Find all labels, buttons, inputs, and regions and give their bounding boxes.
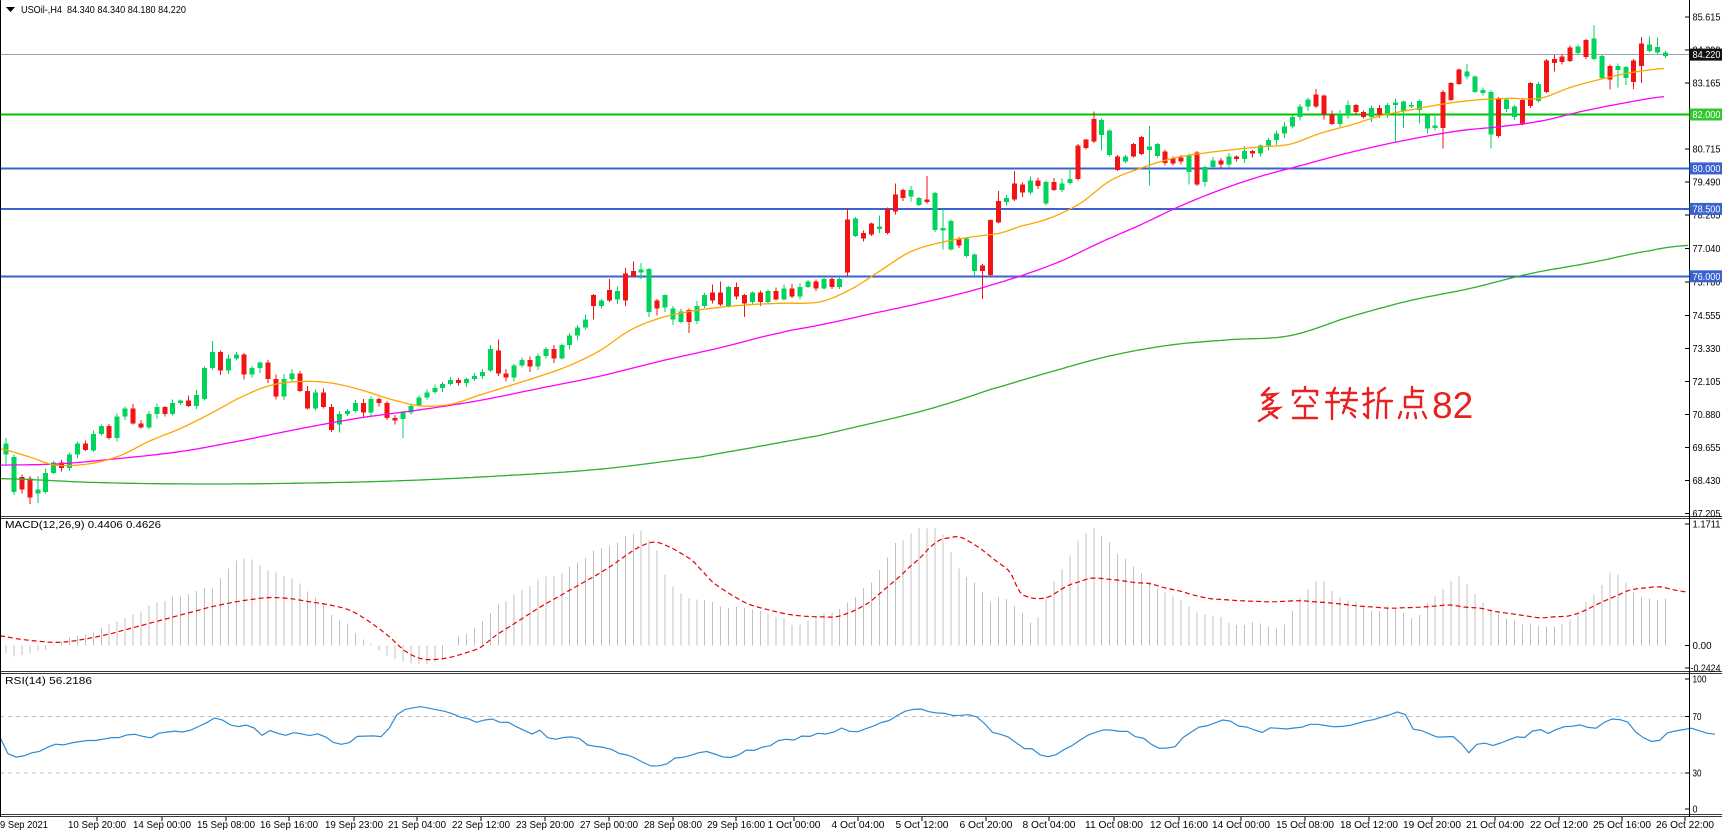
svg-text:30: 30 [1693,767,1702,779]
svg-text:84.220: 84.220 [1693,49,1721,61]
svg-text:26 Oct 22:00: 26 Oct 22:00 [1656,820,1714,831]
svg-text:21 Oct 04:00: 21 Oct 04:00 [1466,820,1524,831]
svg-text:25 Oct 16:00: 25 Oct 16:00 [1593,820,1651,831]
svg-text:9 Sep 2021: 9 Sep 2021 [0,820,48,831]
svg-text:8 Oct 04:00: 8 Oct 04:00 [1023,820,1076,831]
svg-text:5 Oct 12:00: 5 Oct 12:00 [896,820,949,831]
svg-text:0.00: 0.00 [1693,640,1712,652]
svg-text:77.040: 77.040 [1693,243,1721,255]
svg-text:14 Oct 00:00: 14 Oct 00:00 [1212,820,1270,831]
svg-text:72.105: 72.105 [1693,376,1721,388]
svg-text:80.000: 80.000 [1693,163,1721,175]
svg-text:4 Oct 04:00: 4 Oct 04:00 [832,820,885,831]
svg-text:82: 82 [1432,385,1473,426]
svg-text:1 Oct 00:00: 1 Oct 00:00 [768,820,821,831]
svg-text:79.490: 79.490 [1693,177,1721,189]
svg-text:68.430: 68.430 [1693,475,1721,487]
svg-text:74.555: 74.555 [1693,310,1721,322]
svg-text:16 Sep 16:00: 16 Sep 16:00 [260,820,318,831]
svg-text:MACD(12,26,9) 0.4406 0.4626: MACD(12,26,9) 0.4406 0.4626 [5,519,161,531]
svg-text:85.615: 85.615 [1693,12,1721,24]
svg-text:100: 100 [1693,674,1707,686]
svg-text:28 Sep 08:00: 28 Sep 08:00 [644,820,702,831]
svg-text:11 Oct 08:00: 11 Oct 08:00 [1085,820,1143,831]
svg-text:69.655: 69.655 [1693,442,1721,454]
svg-text:80.715: 80.715 [1693,144,1721,156]
svg-text:USOil-,H4 84.340 84.340 84.18: USOil-,H4 84.340 84.340 84.180 84.220 [21,4,186,16]
svg-text:21 Sep 04:00: 21 Sep 04:00 [388,820,446,831]
svg-text:70: 70 [1693,711,1702,723]
svg-text:RSI(14) 56.2186: RSI(14) 56.2186 [5,675,92,687]
svg-text:78.500: 78.500 [1693,203,1721,215]
svg-text:-0.2424: -0.2424 [1691,663,1721,675]
svg-text:19 Sep 23:00: 19 Sep 23:00 [325,820,383,831]
svg-text:70.880: 70.880 [1693,409,1721,421]
svg-text:83.165: 83.165 [1693,78,1721,90]
svg-text:12 Oct 16:00: 12 Oct 16:00 [1150,820,1208,831]
svg-text:23 Sep 20:00: 23 Sep 20:00 [516,820,574,831]
svg-text:15 Oct 08:00: 15 Oct 08:00 [1276,820,1334,831]
svg-text:19 Oct 20:00: 19 Oct 20:00 [1403,820,1461,831]
svg-text:76.000: 76.000 [1693,271,1721,283]
svg-text:18 Oct 12:00: 18 Oct 12:00 [1340,820,1398,831]
svg-text:1.1711: 1.1711 [1693,519,1721,531]
svg-text:82.000: 82.000 [1693,109,1721,121]
svg-text:27 Sep 00:00: 27 Sep 00:00 [580,820,638,831]
svg-text:0: 0 [1693,804,1698,816]
svg-text:22 Oct 12:00: 22 Oct 12:00 [1530,820,1588,831]
svg-text:22 Sep 12:00: 22 Sep 12:00 [452,820,510,831]
svg-text:73.330: 73.330 [1693,343,1721,355]
svg-text:15 Sep 08:00: 15 Sep 08:00 [197,820,255,831]
svg-text:14 Sep 00:00: 14 Sep 00:00 [133,820,191,831]
svg-text:29 Sep 16:00: 29 Sep 16:00 [707,820,765,831]
svg-text:10 Sep 20:00: 10 Sep 20:00 [68,820,126,831]
svg-text:6 Oct 20:00: 6 Oct 20:00 [960,820,1013,831]
svg-text:67.205: 67.205 [1693,508,1721,520]
